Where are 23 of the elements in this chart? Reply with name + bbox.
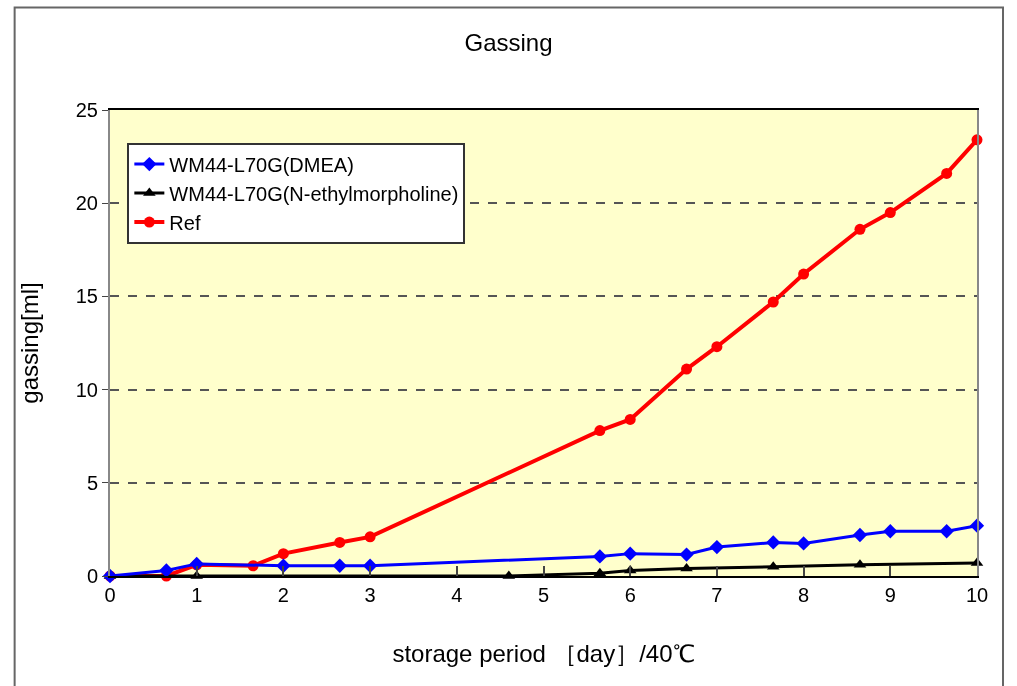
chart-title: Gassing	[464, 29, 553, 57]
y-tick-label: 0	[86, 565, 98, 587]
legend-label: WM44-L70G(N-ethylmorpholine)	[169, 182, 459, 205]
x-axis-title: storage period ［day］/40℃	[392, 639, 695, 667]
x-tick-label: 6	[624, 584, 636, 606]
x-tick-label: 2	[277, 584, 289, 606]
x-tick-label: 7	[711, 584, 723, 606]
legend-label: Ref	[169, 211, 201, 234]
x-tick-label: 8	[798, 584, 810, 606]
x-tick-label: 0	[104, 584, 116, 606]
y-tick-label: 10	[75, 378, 98, 401]
x-tick-label: 4	[451, 584, 463, 606]
x-tick-label: 5	[537, 584, 550, 606]
y-tick-label: 20	[75, 192, 98, 215]
x-tick-label: 3	[364, 584, 376, 606]
y-axis-title: gassing[ml]	[16, 282, 44, 404]
x-tick-label: 9	[884, 584, 896, 606]
x-tick-label: 1	[191, 584, 203, 606]
legend-label: WM44-L70G(DMEA)	[169, 153, 354, 176]
y-tick-label: 15	[75, 285, 98, 308]
y-tick-label: 5	[86, 471, 98, 494]
x-tick-label: 10	[965, 584, 989, 606]
y-tick-label: 25	[75, 99, 98, 121]
